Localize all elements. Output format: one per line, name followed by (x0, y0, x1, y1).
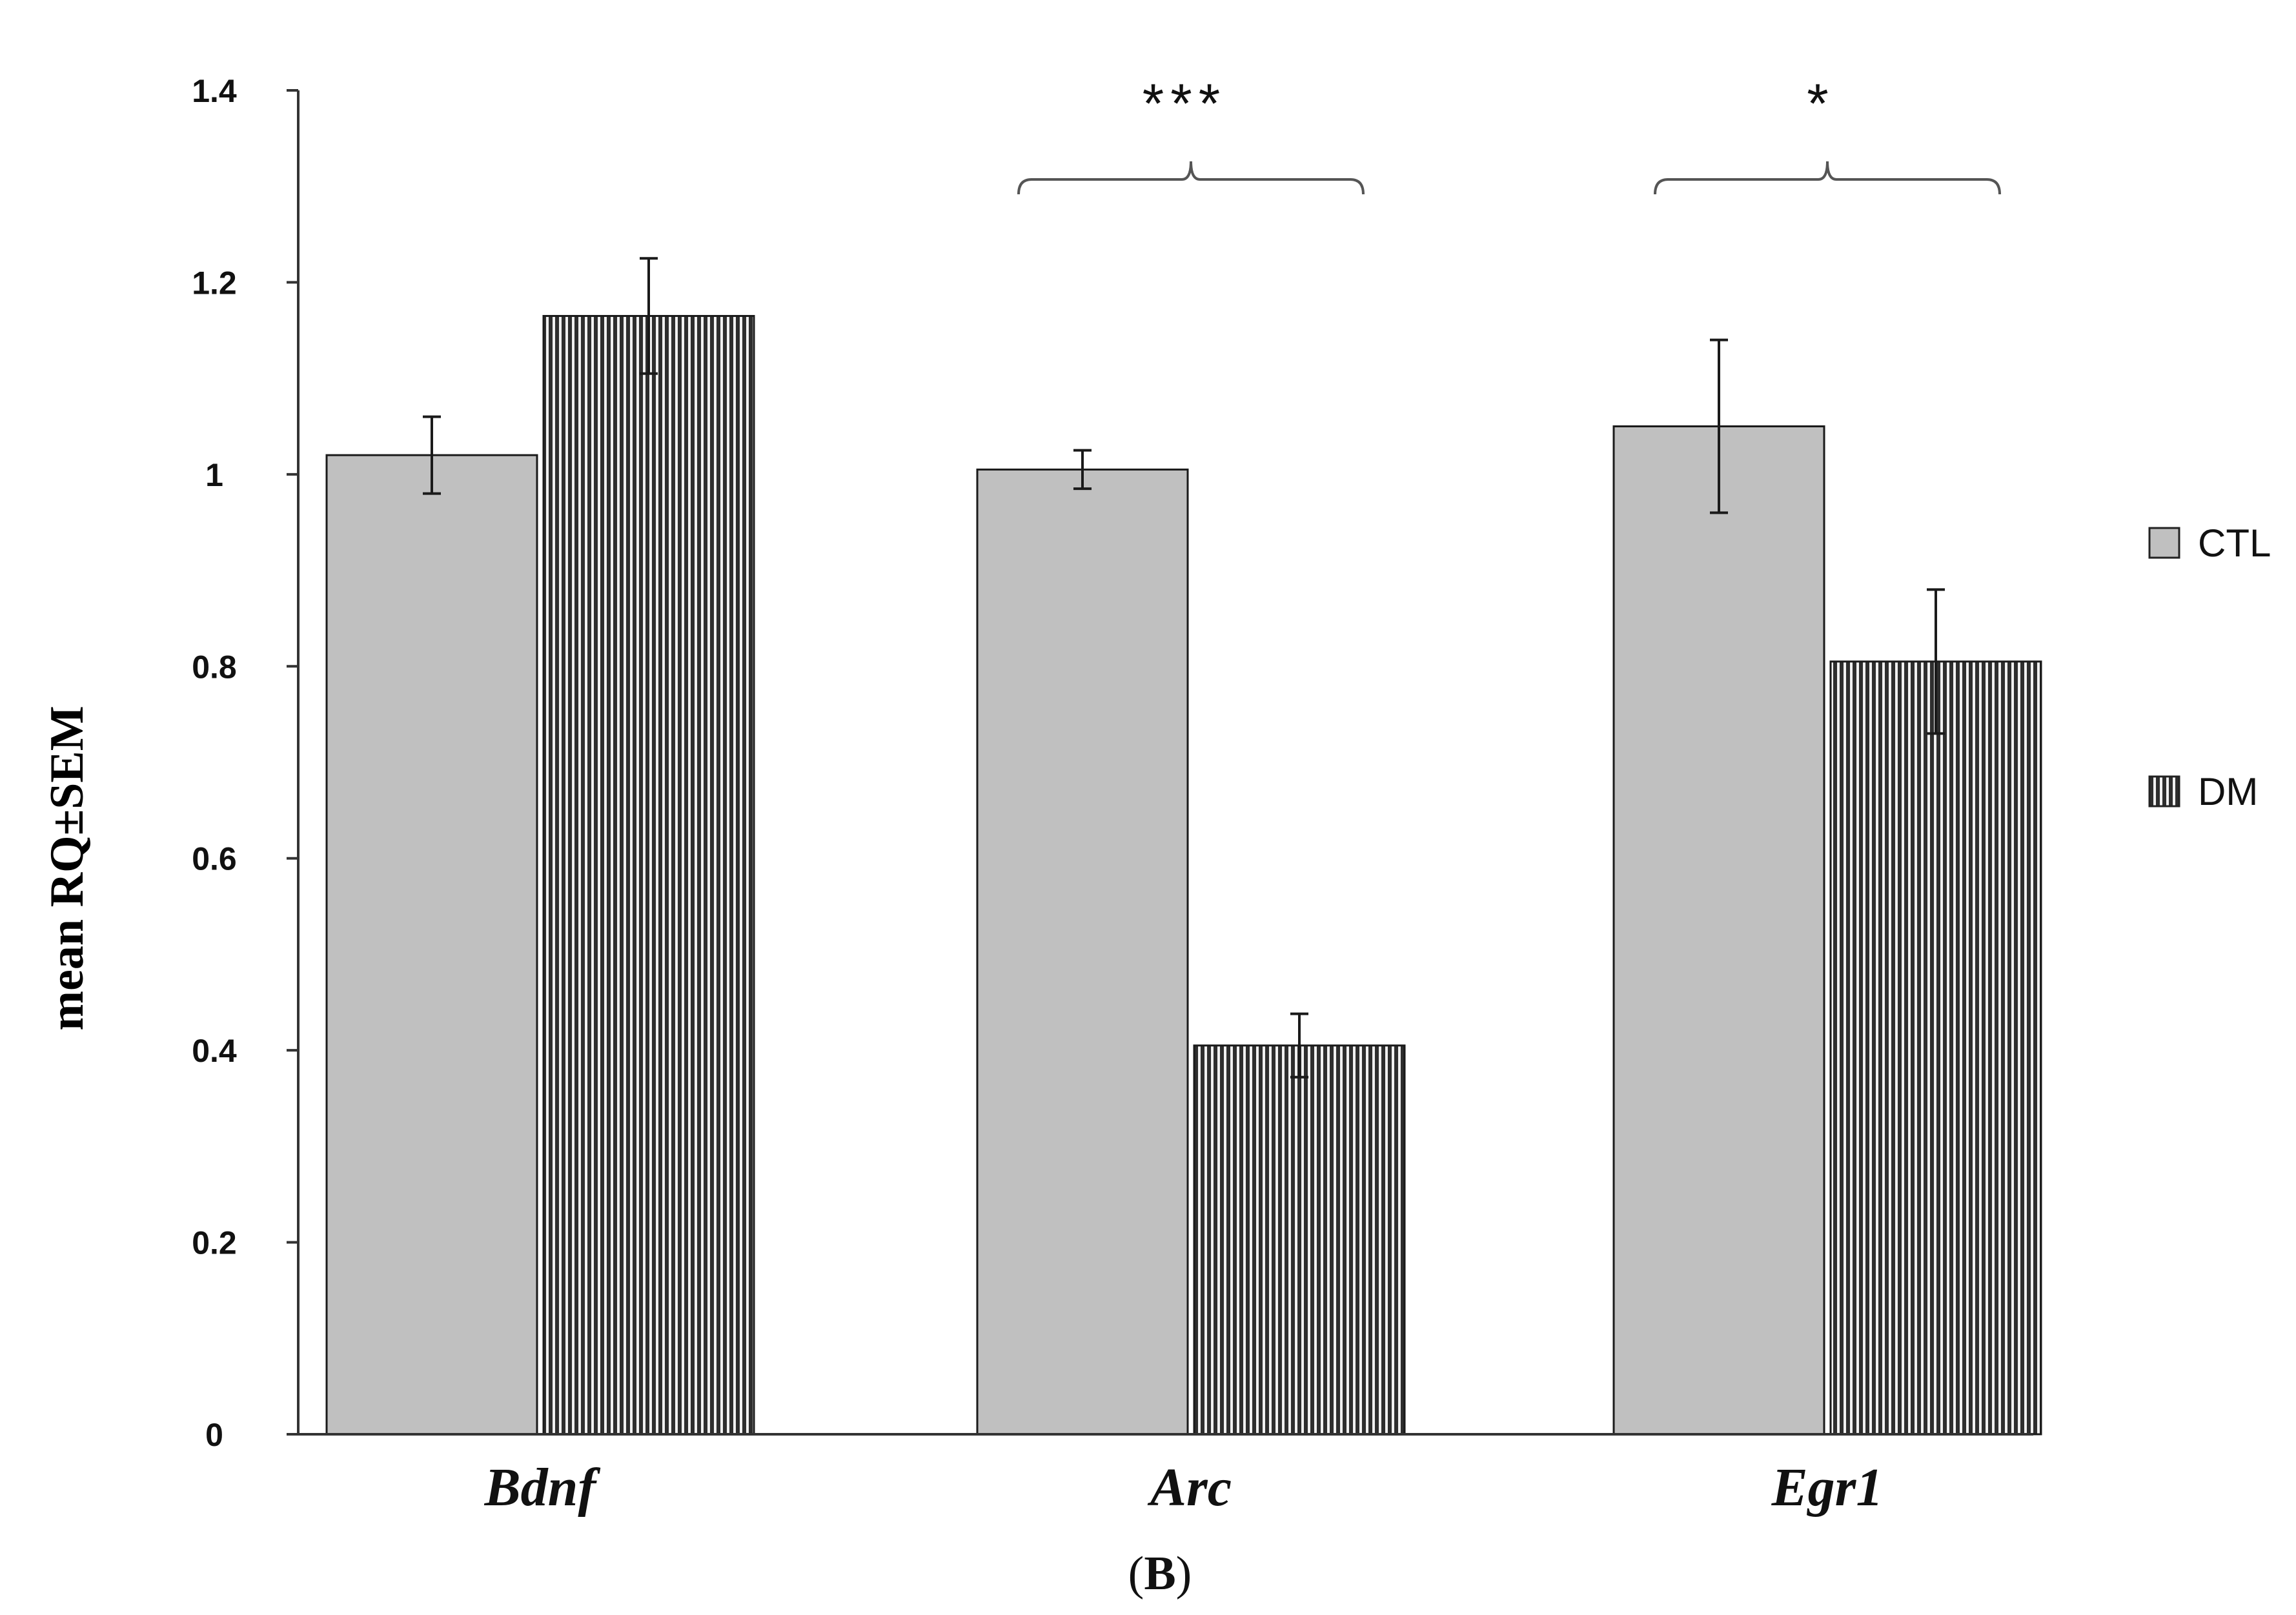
y-tick-label: 1 (205, 457, 223, 493)
significance-label: *** (1143, 73, 1226, 135)
y-tick-label: 1.4 (192, 73, 237, 109)
error-bar-ctl-arc (1073, 449, 1092, 491)
significance-bracket (1654, 161, 2001, 195)
y-tick-label: 0.6 (192, 841, 237, 877)
y-tick-label: 1.2 (192, 265, 237, 301)
category-label-arc: Arc (1147, 1458, 1232, 1518)
panel-label-close: ) (1176, 1547, 1192, 1600)
y-tick-label: 0 (205, 1417, 223, 1453)
bar-dm-arc (1193, 1044, 1406, 1436)
error-bar-dm-bdnf (640, 257, 658, 375)
bar-dm-egr1 (1829, 660, 2042, 1436)
panel-label: (B) (1128, 1547, 1192, 1600)
panel-label-letter: B (1144, 1547, 1175, 1600)
significance-markers: *** * (1017, 73, 2001, 195)
error-bar-dm-arc (1290, 1012, 1308, 1079)
y-tick-label: 0.2 (192, 1225, 237, 1261)
bar-dm-bdnf (542, 314, 755, 1436)
x-category-labels: Bdnf Arc Egr1 (484, 1458, 1884, 1518)
bar-ctl-egr1 (1612, 425, 1825, 1436)
legend-swatch-ctl (2148, 527, 2180, 559)
significance-arc: *** (1017, 73, 1365, 195)
y-axis-label: mean RQ±SEM (41, 706, 94, 1030)
legend-label-ctl: CTL (2198, 522, 2271, 565)
significance-label: * (1807, 73, 1834, 135)
y-tick-label: 0.4 (192, 1033, 237, 1069)
panel-label-open: ( (1128, 1547, 1144, 1600)
error-bar-ctl-egr1 (1710, 338, 1728, 514)
category-label-bdnf: Bdnf (484, 1458, 601, 1518)
significance-egr1: * (1654, 73, 2001, 195)
y-ticks: 0 0.2 0.4 0.6 0.8 1 1.2 1.4 (192, 73, 298, 1453)
bars-layer (325, 314, 2042, 1436)
y-tick-label: 0.8 (192, 649, 237, 685)
legend-swatch-dm (2148, 775, 2180, 808)
category-label-egr1: Egr1 (1771, 1458, 1884, 1518)
legend-label-dm: DM (2198, 770, 2258, 813)
significance-bracket (1017, 161, 1365, 195)
legend: CTL DM (2148, 522, 2271, 813)
error-bar-dm-egr1 (1927, 588, 1945, 735)
error-bars-layer (423, 257, 1945, 1079)
bar-ctl-arc (976, 468, 1189, 1436)
error-bar-ctl-bdnf (423, 415, 441, 495)
bar-ctl-bdnf (325, 454, 538, 1436)
